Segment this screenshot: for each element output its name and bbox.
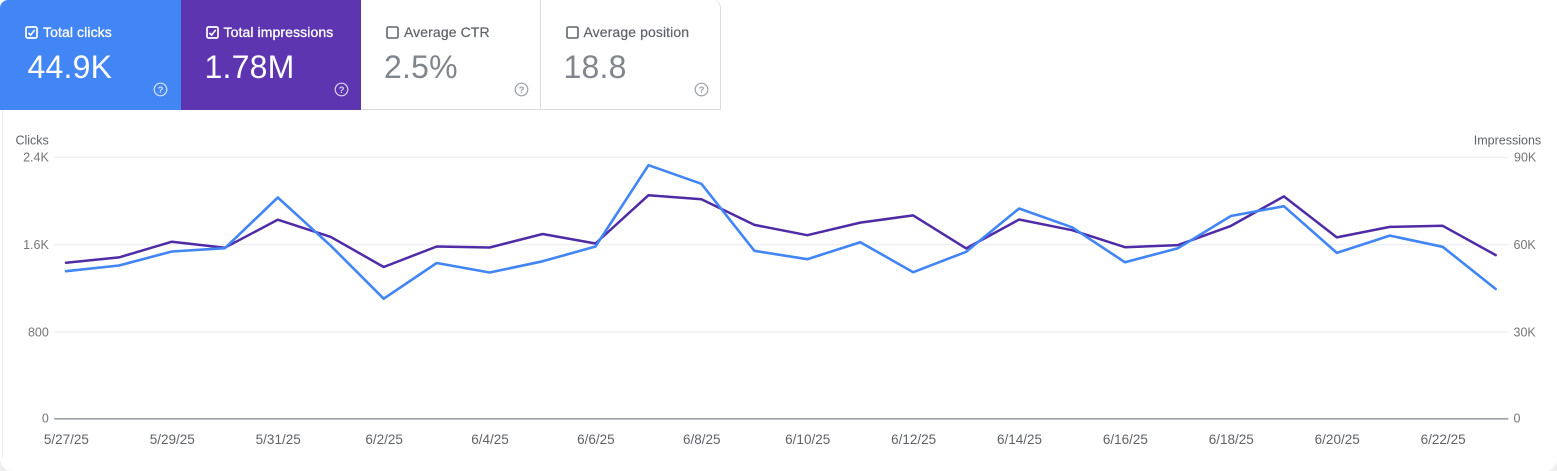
svg-text:6/14/25: 6/14/25 [997,432,1042,447]
svg-text:1.6K: 1.6K [23,238,49,252]
svg-text:?: ? [158,85,164,95]
svg-text:6/2/25: 6/2/25 [365,432,403,447]
svg-text:6/16/25: 6/16/25 [1103,432,1148,447]
svg-text:?: ? [519,85,525,95]
svg-text:Clicks: Clicks [15,133,48,147]
svg-text:6/4/25: 6/4/25 [471,432,509,447]
svg-text:5/27/25: 5/27/25 [44,432,89,447]
svg-text:6/12/25: 6/12/25 [891,432,936,447]
svg-text:0: 0 [42,412,49,426]
svg-text:?: ? [699,85,705,95]
svg-text:800: 800 [28,325,49,339]
svg-text:0: 0 [1514,412,1521,426]
svg-text:Impressions: Impressions [1474,133,1541,147]
svg-text:6/8/25: 6/8/25 [683,432,721,447]
svg-text:6/22/25: 6/22/25 [1421,432,1466,447]
svg-text:60K: 60K [1514,238,1537,252]
svg-text:6/20/25: 6/20/25 [1315,432,1360,447]
svg-text:6/10/25: 6/10/25 [785,432,830,447]
svg-text:?: ? [339,85,345,95]
svg-text:6/6/25: 6/6/25 [577,432,615,447]
svg-text:5/29/25: 5/29/25 [150,432,195,447]
svg-text:90K: 90K [1514,151,1537,165]
svg-text:2.4K: 2.4K [23,151,49,165]
svg-text:5/31/25: 5/31/25 [256,432,301,447]
svg-text:6/18/25: 6/18/25 [1209,432,1254,447]
svg-text:30K: 30K [1514,325,1537,339]
